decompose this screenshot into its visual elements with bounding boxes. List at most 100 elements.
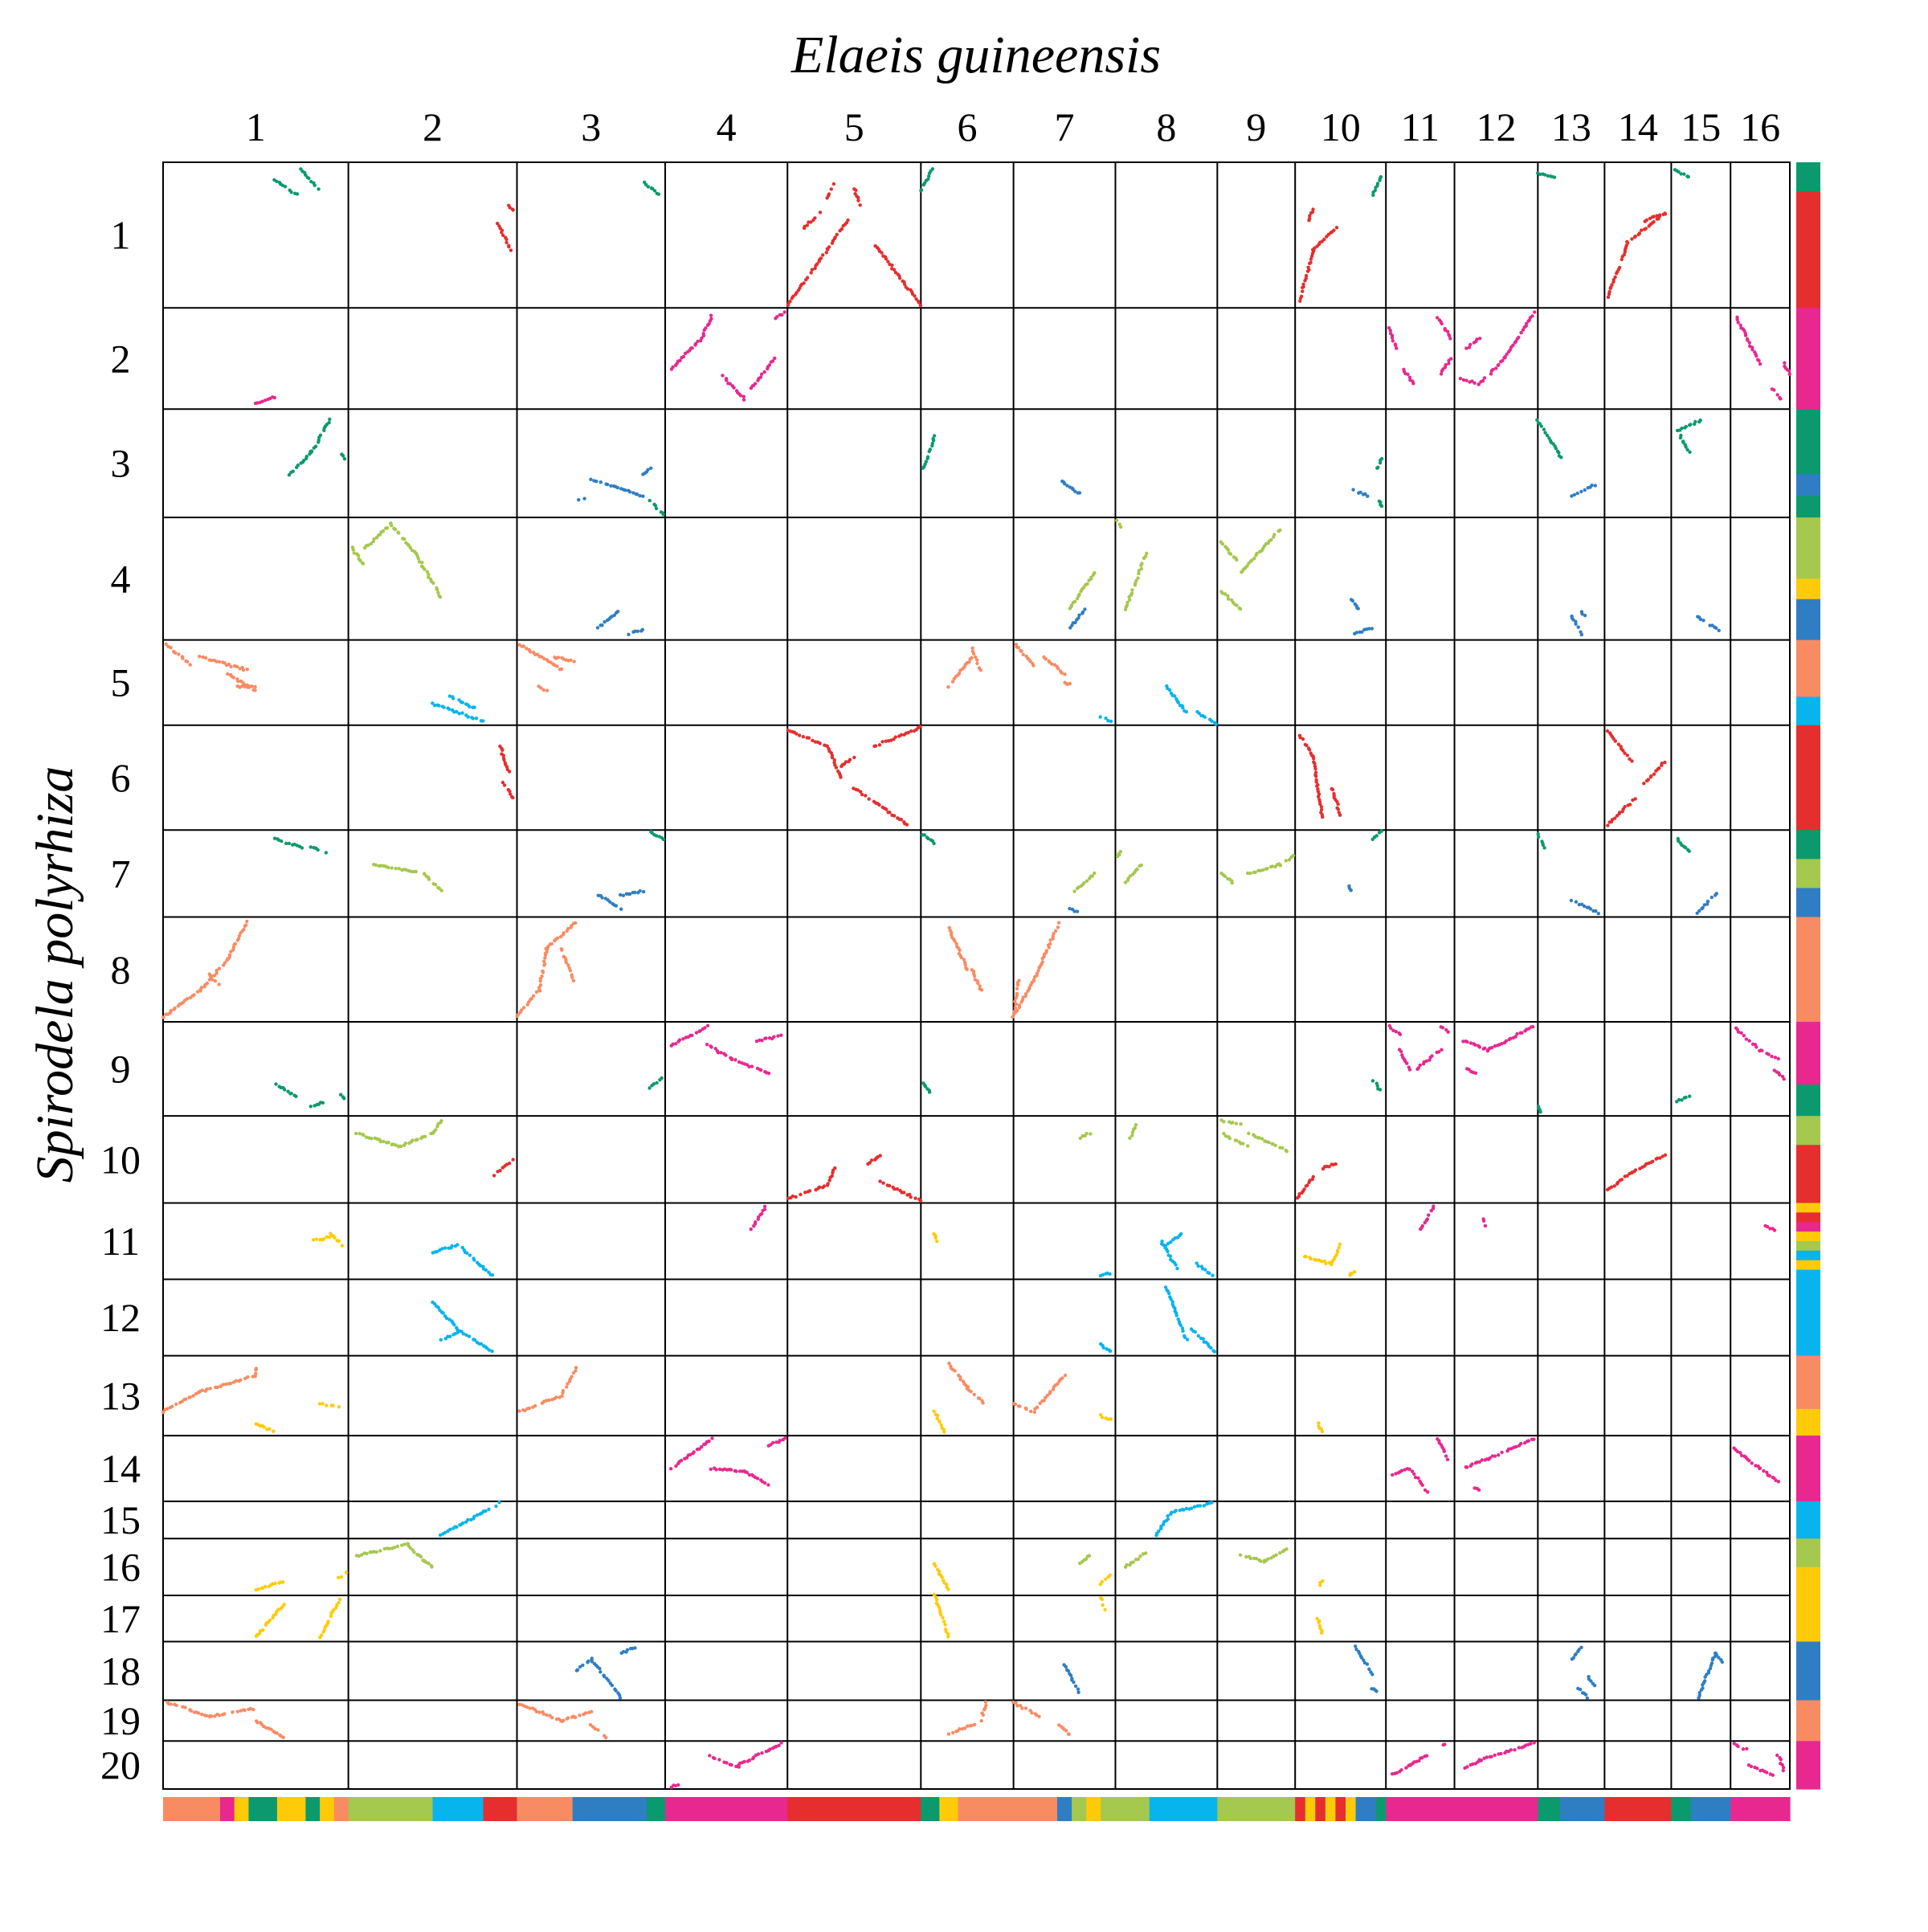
synteny-dot [1765,1771,1769,1775]
synteny-dot [327,1235,332,1240]
synteny-dot [753,382,758,386]
synteny-dot [215,1385,219,1390]
synteny-dot [1285,1150,1289,1154]
synteny-dot [1399,1468,1404,1472]
synteny-dot [1458,377,1463,381]
synteny-dot [314,1237,318,1241]
x-track-segment [1355,1797,1366,1821]
synteny-dot [1652,772,1656,776]
synteny-dot [1075,909,1080,913]
synteny-dot [1444,1454,1448,1458]
synteny-dot [246,1375,250,1379]
y-track-segment [1796,1741,1820,1790]
synteny-dot [200,1388,204,1392]
synteny-dot [1301,282,1305,286]
synteny-dot [1035,971,1040,976]
synteny-dot [1365,1662,1370,1666]
synteny-dot [897,276,902,280]
synteny-dot [1253,870,1257,875]
synteny-dot [937,1419,942,1424]
synteny-dot [523,1408,527,1413]
y-track-segment [1796,598,1820,620]
synteny-dot [688,1452,692,1457]
synteny-dot [1766,1224,1770,1229]
synteny-dot [1195,1261,1199,1265]
synteny-dot [447,1246,451,1250]
synteny-dot [1475,337,1479,341]
synteny-dot [1320,1429,1325,1434]
synteny-dot [1270,864,1275,868]
synteny-dot [1211,1273,1215,1277]
y-tick-label: 17 [100,1596,141,1641]
synteny-dot [1324,1261,1328,1266]
synteny-dot [935,1416,939,1421]
synteny-dot [335,1603,339,1607]
synteny-dot [655,834,659,838]
synteny-dot [957,672,962,676]
y-tick-label: 9 [111,1047,131,1092]
synteny-dot [953,1369,957,1373]
synteny-dot [1184,709,1189,714]
synteny-dot [455,1525,459,1530]
synteny-dot [1657,213,1662,217]
synteny-dot [1649,774,1653,778]
synteny-dot [1705,899,1710,904]
synteny-dot [243,1708,247,1713]
synteny-dot [767,363,772,367]
y-track-segment [1796,1566,1820,1596]
synteny-dot [1109,719,1113,724]
synteny-dot [397,531,401,535]
synteny-dot [1511,343,1515,347]
synteny-dot [1277,862,1281,866]
synteny-dot [1579,632,1584,637]
synteny-dot [1537,835,1541,839]
x-track-segment [517,1797,537,1821]
synteny-dot [1319,805,1324,809]
synteny-dot [854,188,858,192]
synteny-dot [566,1382,570,1386]
synteny-dot [1542,427,1546,431]
synteny-dot [1738,1451,1742,1455]
synteny-dot [507,245,511,249]
synteny-dot [741,398,746,402]
synteny-dot [280,183,284,187]
synteny-dot [1138,1554,1142,1558]
synteny-dot [509,792,513,796]
synteny-dot [967,660,971,664]
synteny-dot [1513,340,1518,344]
synteny-dot [1613,739,1618,743]
synteny-dot [522,1006,526,1010]
synteny-dot [281,1580,285,1584]
x-track-segment [1027,1797,1044,1821]
synteny-dot [1305,743,1309,748]
synteny-dot [169,1702,173,1706]
synteny-dot [217,982,221,986]
synteny-dot [934,1598,939,1602]
x-tick-label: 15 [1681,104,1721,149]
synteny-dot [448,1527,452,1532]
synteny-dot [1461,378,1466,382]
synteny-dot [1196,1264,1200,1268]
synteny-dot [1497,1453,1501,1457]
synteny-dot [832,758,837,762]
synteny-dot [1197,711,1201,716]
synteny-dot [1068,906,1072,911]
synteny-dot [1557,451,1561,455]
synteny-dot [339,1575,344,1579]
synteny-dot [1241,1142,1245,1146]
synteny-dot [1617,265,1622,270]
synteny-dot [654,506,659,511]
synteny-dot [618,1696,623,1700]
synteny-dot [1770,1054,1774,1059]
synteny-dot [287,841,292,846]
synteny-dot [1075,596,1080,601]
synteny-dot [570,1374,574,1379]
synteny-dot [191,1394,195,1398]
synteny-dot [925,455,930,459]
synteny-dot [1491,367,1495,372]
synteny-dot [1688,1094,1692,1098]
synteny-dot [981,1401,985,1405]
x-track-segment [348,1797,366,1821]
synteny-dot [1505,352,1509,357]
synteny-dot [228,1382,233,1386]
